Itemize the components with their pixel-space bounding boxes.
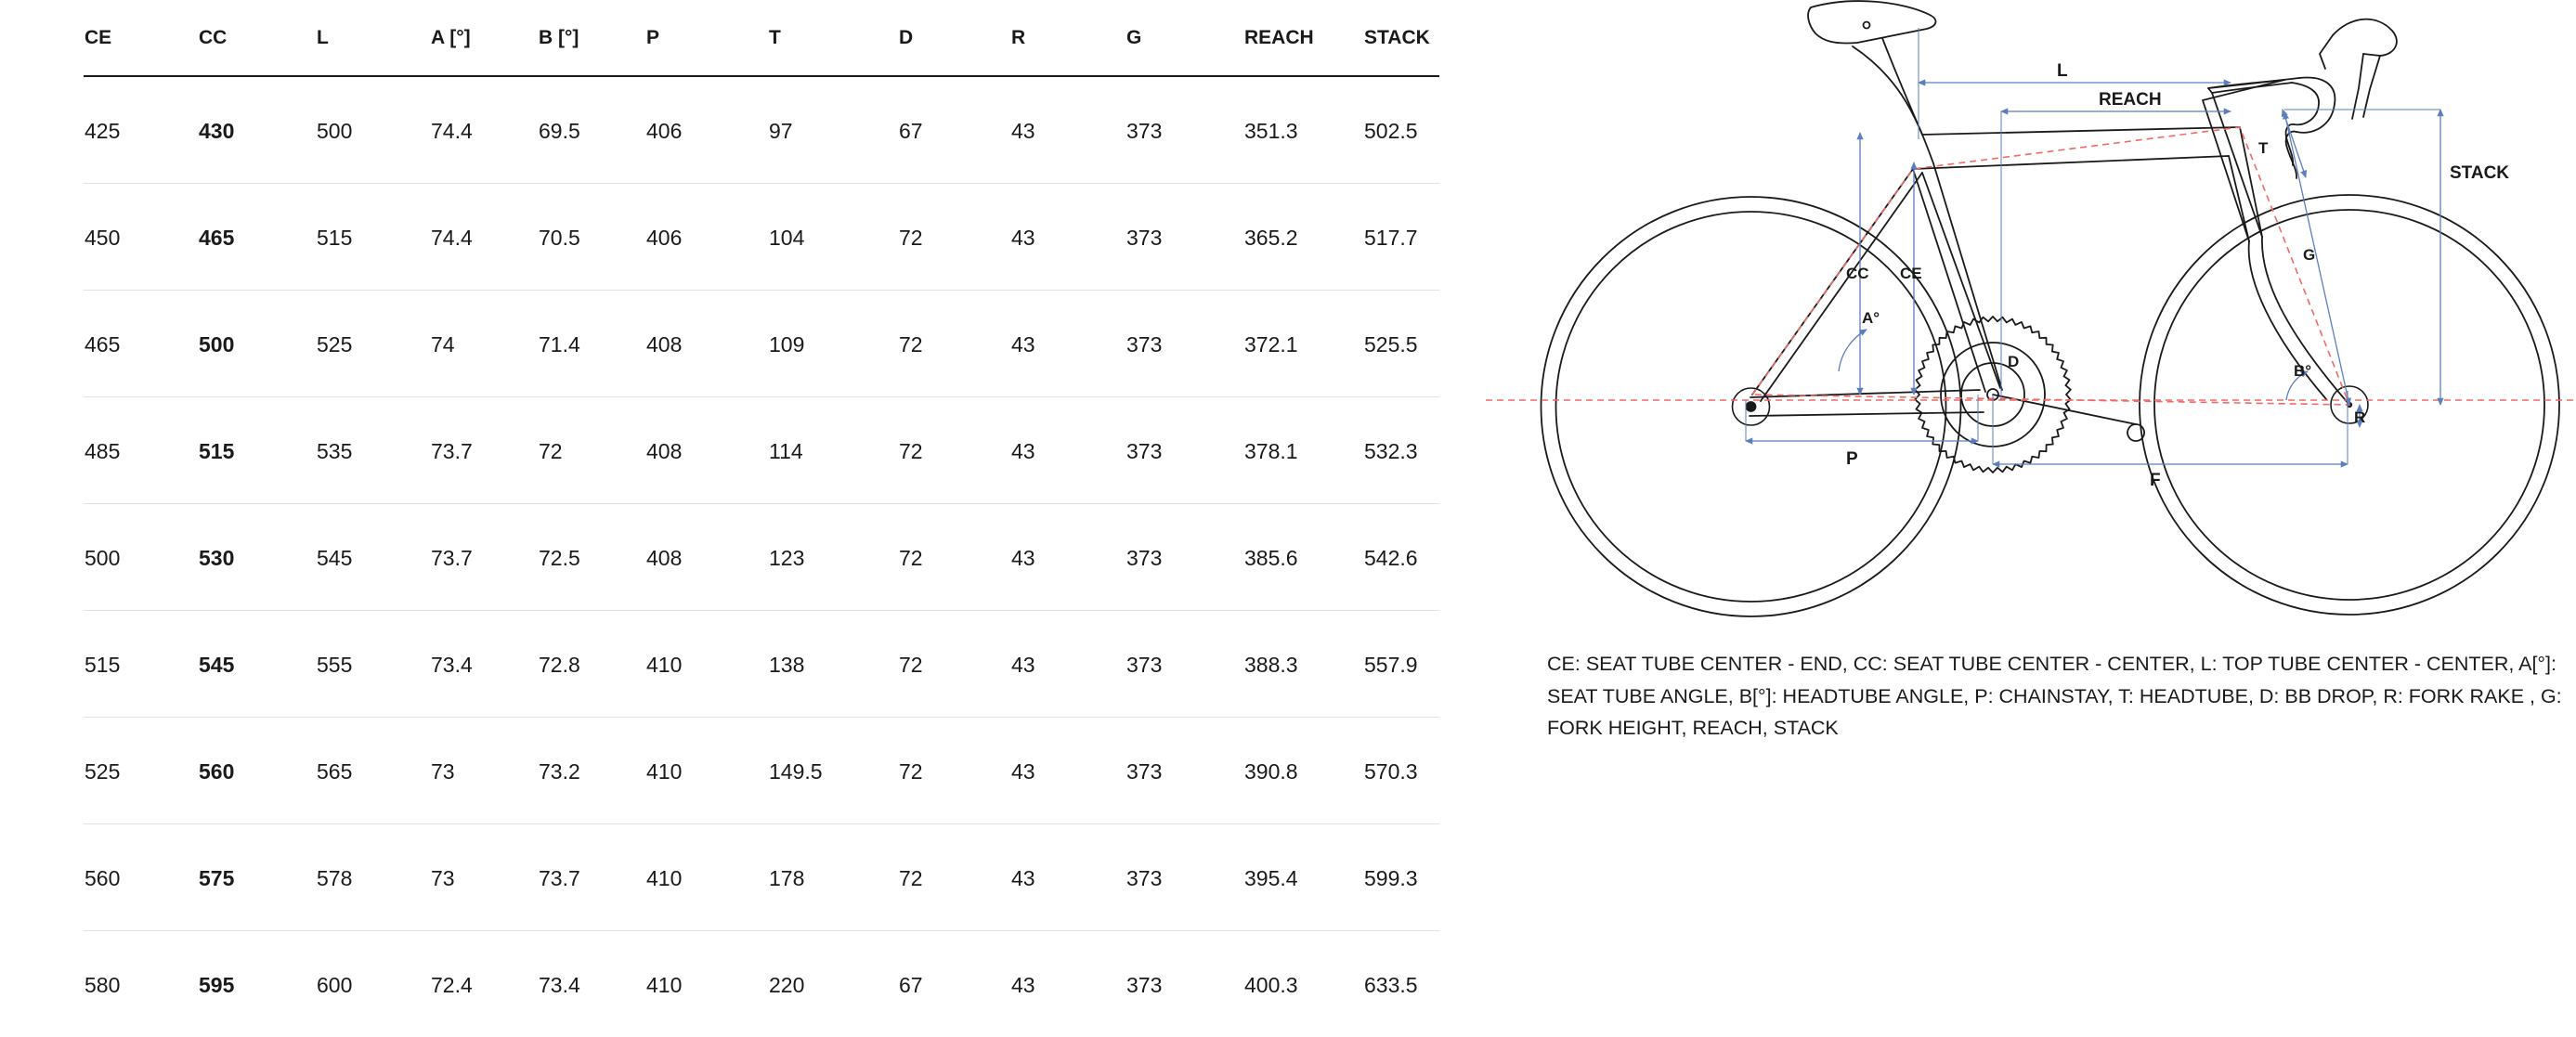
svg-text:P: P: [1846, 449, 1858, 469]
svg-text:F: F: [2150, 471, 2161, 490]
svg-text:D: D: [2008, 353, 2019, 370]
svg-text:L: L: [2057, 61, 2068, 81]
svg-text:R: R: [2354, 408, 2365, 426]
svg-text:B°: B°: [2294, 362, 2311, 380]
svg-text:REACH: REACH: [2099, 90, 2162, 110]
svg-text:CC: CC: [1846, 265, 1869, 282]
svg-text:STACK: STACK: [2450, 163, 2509, 183]
svg-text:G: G: [2303, 246, 2315, 264]
svg-text:A°: A°: [1862, 309, 1880, 327]
svg-text:CE: CE: [1900, 265, 1922, 282]
svg-text:T: T: [2258, 139, 2269, 157]
